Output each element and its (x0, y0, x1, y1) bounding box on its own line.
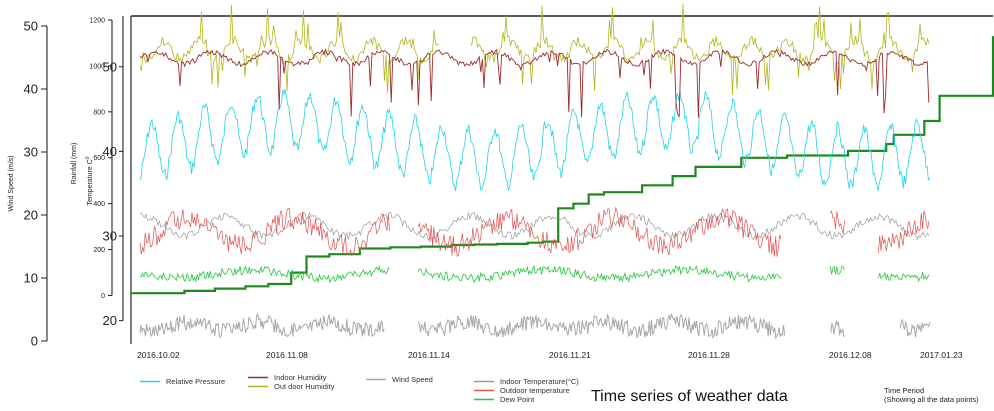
time-period-label: Time Period (884, 386, 924, 395)
dew-point-trace (139, 264, 930, 284)
wind_speed-tick-label: 50 (24, 19, 38, 34)
dew_point-legend-label: Dew Point (500, 395, 535, 404)
outdoor_temperature-legend-label: Outdoor temperature (500, 386, 570, 395)
wind_speed-tick-label: 40 (24, 82, 38, 97)
indoor-temperature-trace (139, 211, 930, 241)
temperature-tick-label: 20 (103, 313, 117, 328)
indoor_temperature-legend-label: Indoor Temperature(°C) (500, 377, 579, 386)
temperature-tick-label: 50 (103, 59, 117, 74)
x-tick-label: 2016.11.14 (408, 350, 450, 360)
outdoor-temperature-trace (139, 206, 930, 258)
rainfall-tick-label: 1200 (89, 17, 105, 24)
temperature-axis-title: Temperature C0 (85, 156, 94, 205)
rainfall-axis-title: Rainfall (mm) (71, 143, 78, 185)
temperature-tick-label: 30 (103, 229, 117, 244)
indoor-humidity-trace (139, 48, 930, 119)
rainfall-series-line (131, 36, 994, 295)
rainfall-tick-label: 400 (93, 201, 105, 208)
rainfall-tick-label: 600 (93, 155, 105, 162)
outdoor_humidity-legend-label: Out door Humidity (274, 382, 335, 391)
wind_speed-tick-label: 10 (24, 271, 38, 286)
temperature-tick-label: 40 (103, 144, 117, 159)
wind_speed-tick-label: 30 (24, 145, 38, 160)
time-period-note: (Showing all the data points) (884, 395, 979, 404)
chart-caption: Time series of weather data (591, 388, 788, 405)
x-tick-label: 2016.11.28 (688, 350, 730, 360)
indoor_humidity-legend-label: Indoor Humidity (274, 373, 327, 382)
x-tick-label: 2017.01.23 (920, 350, 963, 360)
x-tick-label: 2016.12.08 (829, 350, 872, 360)
x-tick-label: 2016.11.08 (266, 350, 308, 360)
temperature-axis-title-sup: 0 (85, 156, 91, 159)
wind_speed-tick-label: 20 (24, 208, 38, 223)
relative-pressure-trace (139, 89, 930, 192)
wind-speed-trace (139, 312, 931, 340)
x-tick-label: 2016.10.02 (137, 350, 180, 360)
outdoor-humidity-trace (139, 3, 930, 95)
rainfall-tick-label: 800 (93, 109, 105, 116)
wind_speed-legend-label: Wind Speed (392, 375, 433, 384)
rainfall-tick-label: 1000 (89, 63, 105, 70)
x-tick-label: 2016.11.21 (549, 350, 591, 360)
wind_speed-tick-label: 0 (31, 334, 38, 349)
rainfall-tick-label: 0 (101, 293, 105, 300)
relative_pressure-legend-label: Relative Pressure (166, 377, 225, 386)
rainfall-tick-label: 200 (93, 247, 105, 254)
wind_speed-axis-title: Wind Speed (m/s) (8, 155, 15, 211)
